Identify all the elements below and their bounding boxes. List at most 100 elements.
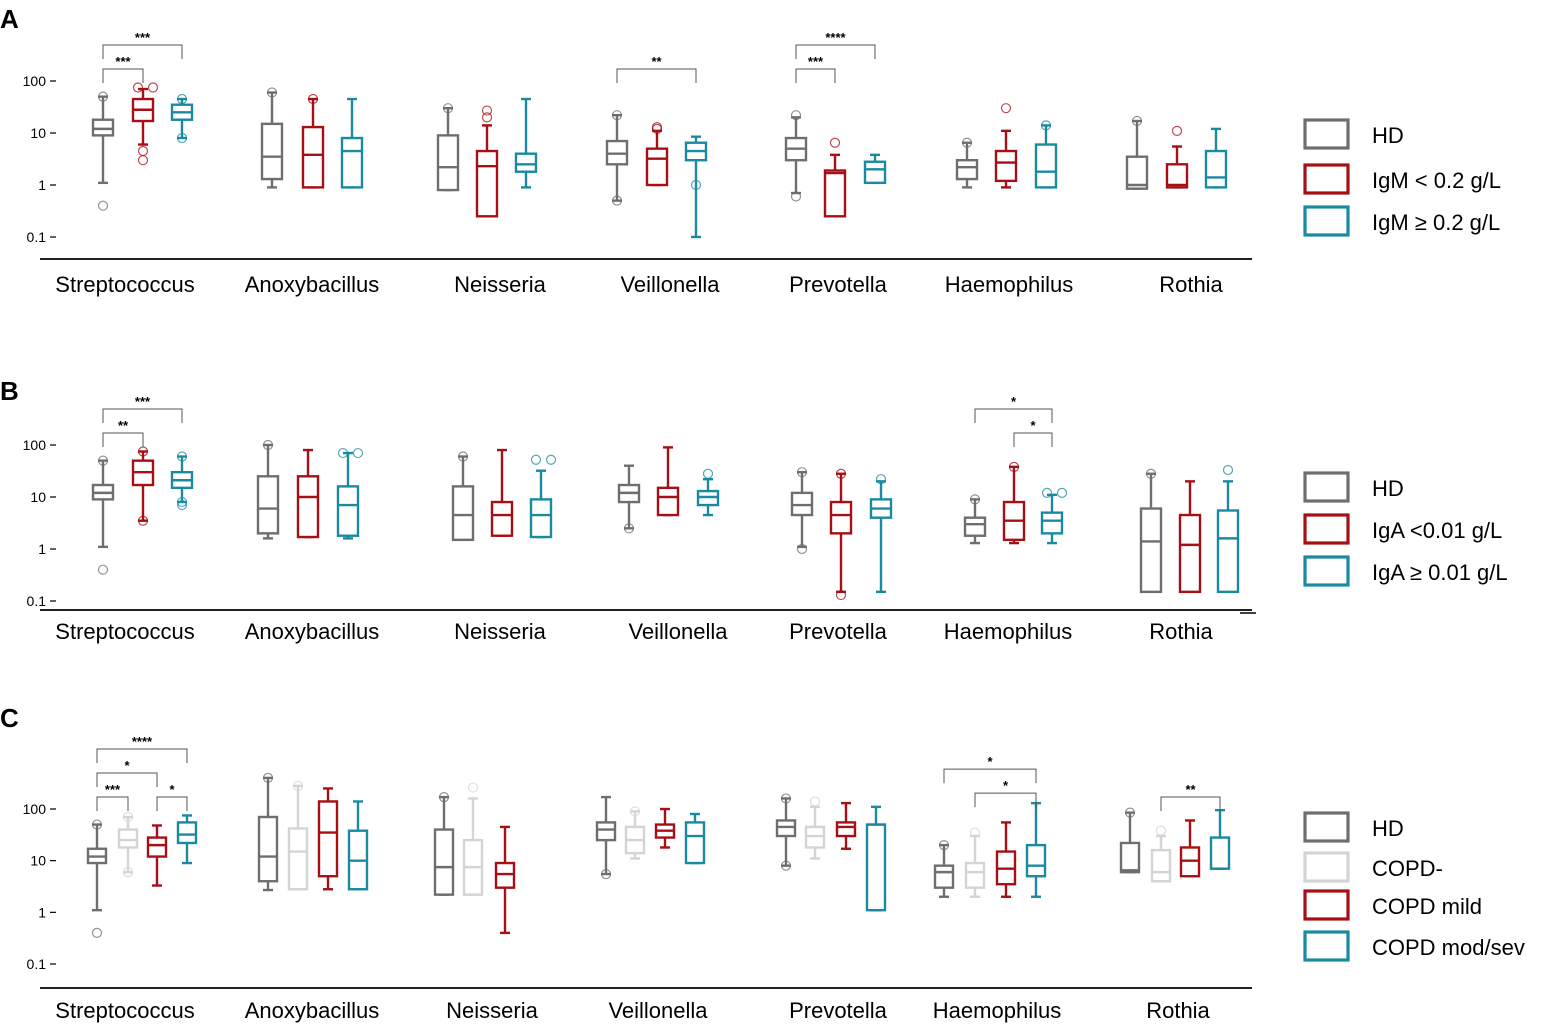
box-iqr	[1209, 836, 1231, 870]
bracket-line	[1013, 432, 1053, 447]
box-iqr	[775, 819, 797, 838]
significance-stars: ***	[808, 54, 824, 69]
outlier-point	[132, 82, 144, 93]
box-rothia-2	[1204, 127, 1228, 189]
outlier-point	[97, 200, 109, 211]
outlier-point	[961, 137, 973, 148]
outlier-point	[835, 589, 847, 601]
y-tick-label: 100	[23, 801, 47, 817]
box-iqr	[1025, 843, 1047, 878]
outlier-point	[611, 195, 623, 206]
legend: HD COPD- COPD mild COPD mod/sev	[1303, 811, 1525, 962]
panel-label: B	[0, 376, 19, 406]
bracket-line	[974, 792, 1037, 808]
y-tick-label: 10	[30, 489, 46, 505]
box-iqr	[336, 485, 360, 537]
box-anoxybacillus-0	[256, 439, 280, 540]
outlier-point	[176, 451, 188, 462]
category-label: Anoxybacillus	[245, 272, 380, 297]
outlier-point	[600, 868, 612, 880]
box-anoxybacillus-2	[340, 97, 364, 189]
box-neisseria-0	[436, 103, 460, 192]
bracket-line	[96, 772, 158, 787]
box-iqr	[1150, 848, 1172, 883]
box-anoxybacillus-3	[347, 800, 369, 891]
bracket-line	[616, 68, 697, 83]
box-prevotella-2	[869, 474, 893, 594]
box-haemophilus-2	[1040, 487, 1068, 545]
outlier-point	[796, 543, 808, 555]
significance-stars: ***	[135, 30, 151, 45]
significance-bracket: ***	[102, 394, 183, 423]
y-tick-label: 0.1	[27, 593, 47, 609]
outlier-point	[266, 87, 278, 98]
bracket-line	[102, 44, 183, 59]
box-iqr	[1165, 163, 1189, 189]
y-tick-label: 100	[23, 437, 47, 453]
category-label: Rothia	[1159, 272, 1223, 297]
box-veillonella-3	[684, 812, 706, 865]
legend-label: IgM ≥ 0.2 g/L	[1372, 210, 1500, 235]
outlier-point	[481, 112, 493, 123]
box-iqr	[494, 861, 516, 889]
legend-swatch	[1303, 118, 1350, 150]
box-prevotella-2	[863, 153, 887, 185]
box-rothia-1	[1150, 825, 1172, 883]
significance-stars: **	[1185, 782, 1196, 797]
box-iqr	[684, 821, 706, 865]
significance-bracket: *	[974, 778, 1037, 808]
outlier-point	[122, 811, 134, 823]
outlier-point	[262, 772, 274, 783]
box-iqr	[514, 152, 538, 173]
outlier-point	[122, 867, 134, 878]
legend-label: HD	[1372, 123, 1404, 148]
legend-swatch	[1303, 471, 1350, 503]
legend-label: COPD-	[1372, 856, 1443, 881]
category-label: Haemophilus	[933, 998, 1061, 1023]
box-anoxybacillus-1	[287, 780, 309, 891]
legend-label: COPD mod/sev	[1372, 935, 1525, 960]
box-rothia-0	[1125, 115, 1149, 190]
significance-stars: *	[1030, 418, 1036, 433]
box-iqr	[317, 800, 339, 878]
bracket-line	[943, 768, 1037, 784]
y-tick-label: 0.1	[27, 956, 47, 972]
outlier-point	[651, 121, 663, 133]
box-veillonella-2	[684, 135, 708, 239]
legend-swatch	[1303, 930, 1350, 962]
category-label: Streptococcus	[55, 619, 194, 644]
box-streptococcus-2	[170, 451, 194, 511]
legend-label: IgA ≥ 0.01 g/L	[1372, 560, 1508, 585]
outlier-point	[292, 780, 304, 791]
legend-swatch	[1303, 163, 1350, 195]
box-haemophilus-3	[1025, 801, 1047, 898]
significance-stars: *	[987, 754, 993, 769]
outlier-point	[796, 467, 808, 478]
outlier-point	[137, 515, 149, 526]
box-rothia-1	[1178, 480, 1202, 594]
y-tick-label: 10	[30, 125, 46, 141]
outlier-point	[467, 782, 479, 793]
significance-stars: ****	[825, 30, 846, 45]
significance-bracket: **	[616, 54, 697, 83]
box-iqr	[451, 485, 475, 542]
box-veillonella-1	[624, 806, 646, 860]
outlier-point	[1040, 120, 1052, 131]
box-iqr	[1178, 513, 1202, 594]
box-iqr	[433, 828, 455, 896]
outlier-point	[262, 439, 274, 451]
significance-stars: *	[1011, 394, 1017, 409]
box-iqr	[529, 498, 553, 539]
box-anoxybacillus-1	[296, 448, 320, 539]
outlier-point	[1008, 461, 1020, 472]
outlier-point	[1131, 115, 1143, 127]
box-prevotella-0	[775, 793, 797, 871]
outlier-point	[97, 564, 109, 575]
box-haemophilus-0	[955, 137, 979, 189]
significance-bracket: *	[96, 758, 158, 787]
box-rothia-0	[1139, 468, 1163, 594]
outlier-point	[91, 927, 103, 938]
outlier-point	[690, 179, 702, 191]
legend: HD IgA <0.01 g/L IgA ≥ 0.01 g/L	[1303, 471, 1508, 587]
box-haemophilus-0	[963, 494, 987, 545]
